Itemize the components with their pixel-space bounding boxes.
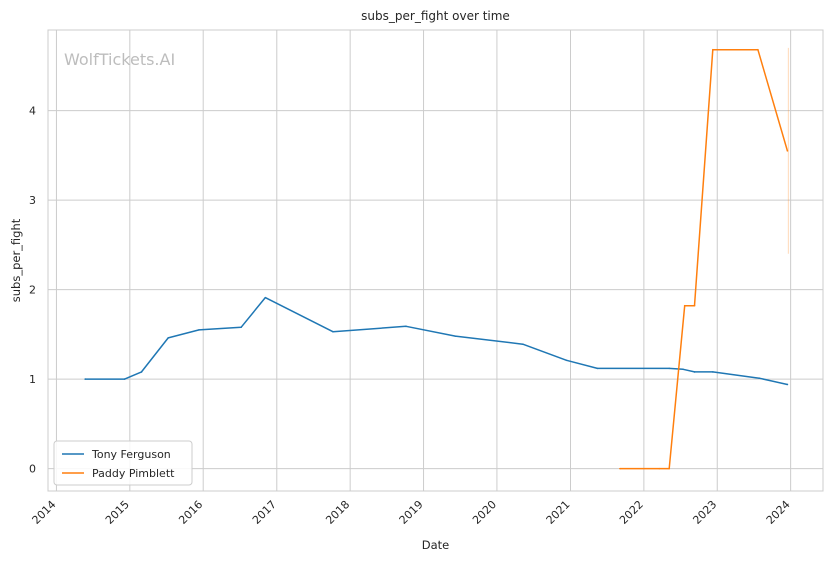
y-tick-label-3: 3 [29, 194, 36, 207]
data-point-tony-ferguson-16 [712, 371, 714, 373]
data-point-tony-ferguson-7 [332, 330, 334, 333]
grid [48, 30, 823, 491]
legend: Tony Ferguson Paddy Pimblett [53, 440, 193, 486]
legend-label-tony-ferguson: Tony Ferguson [91, 448, 171, 461]
data-point-tony-ferguson-18 [786, 383, 789, 386]
data-point-paddy-pimblett-2 [668, 467, 671, 470]
y-tick-label-1: 1 [29, 373, 36, 386]
data-point-tony-ferguson-11 [565, 359, 568, 362]
y-tick-label-0: 0 [29, 463, 36, 476]
data-point-tony-ferguson-14 [682, 368, 684, 371]
y-axis-title: subs_per_fight [9, 218, 23, 302]
series-line-paddy-pimblett [620, 48, 789, 470]
chart-title: subs_per_fight over time [361, 9, 510, 23]
legend-label-paddy-pimblett: Paddy Pimblett [92, 467, 175, 480]
data-point-tony-ferguson-17 [758, 377, 761, 380]
plot-frame [47, 29, 824, 492]
data-point-tony-ferguson-13 [668, 367, 671, 370]
data-point-tony-ferguson-9 [454, 335, 457, 337]
y-tick-label-2: 2 [29, 284, 36, 297]
data-point-tony-ferguson-0 [84, 378, 86, 380]
data-point-paddy-pimblett-6 [757, 48, 759, 51]
data-point-paddy-pimblett-3 [683, 304, 686, 307]
data-point-tony-ferguson-8 [405, 325, 407, 328]
legend-box [53, 440, 193, 486]
data-point-tony-ferguson-5 [240, 326, 242, 328]
y-tick-labels: 0 1 2 3 4 [29, 105, 36, 476]
data-point-tony-ferguson-15 [693, 371, 696, 373]
data-point-tony-ferguson-10 [522, 343, 524, 345]
series [84, 48, 789, 470]
data-point-paddy-pimblett-4 [693, 304, 696, 307]
data-point-paddy-pimblett-1 [658, 467, 661, 470]
watermark: WolfTickets.AI [64, 50, 175, 69]
x-axis-title: Date [422, 538, 450, 552]
data-point-paddy-pimblett-7 [786, 150, 789, 152]
data-point-tony-ferguson-3 [167, 337, 170, 339]
y-tick-label-4: 4 [29, 105, 36, 118]
data-point-paddy-pimblett-0 [619, 467, 621, 470]
data-point-tony-ferguson-1 [123, 378, 126, 380]
data-point-paddy-pimblett-5 [712, 48, 714, 51]
data-point-tony-ferguson-6 [264, 296, 267, 299]
data-point-tony-ferguson-4 [198, 329, 200, 331]
data-point-tony-ferguson-12 [596, 367, 599, 370]
data-point-tony-ferguson-2 [140, 371, 143, 373]
